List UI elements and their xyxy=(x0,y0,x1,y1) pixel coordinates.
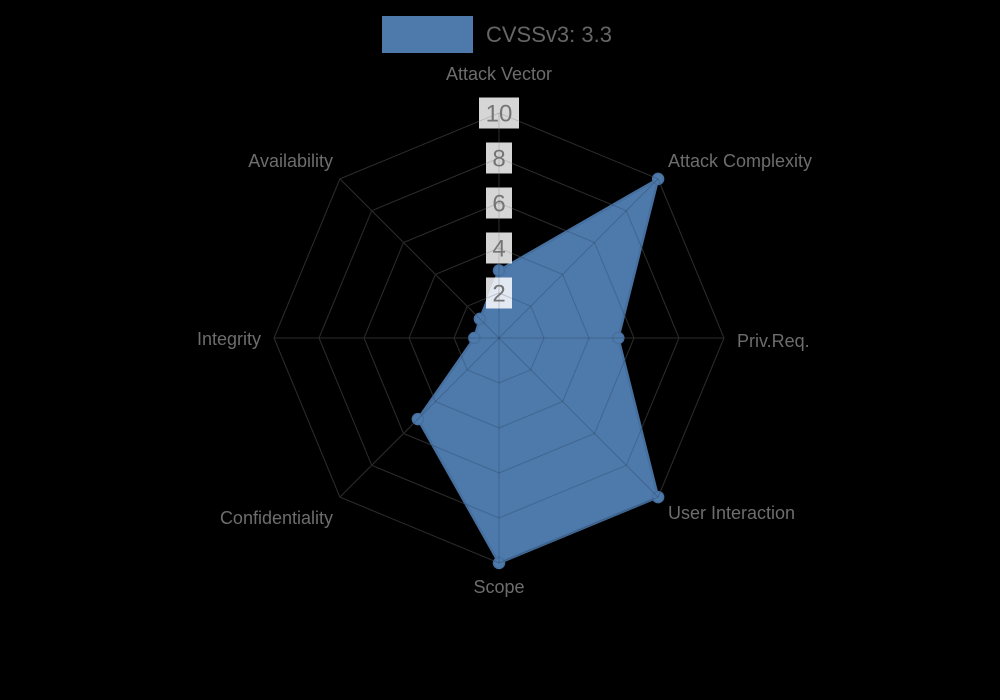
tick-label: 4 xyxy=(492,236,505,263)
series-point xyxy=(411,412,425,426)
axis-label-availability: Availability xyxy=(248,151,333,171)
grid-spoke xyxy=(339,178,500,339)
grid-ring-overlay xyxy=(273,112,725,564)
series-point xyxy=(468,331,481,345)
axis-label-user-interaction: User Interaction xyxy=(668,503,795,523)
grid-spoke-overlay xyxy=(498,178,659,339)
grid-spoke-overlay xyxy=(339,337,500,498)
grid-ring-overlay xyxy=(453,292,545,384)
tick-backdrop xyxy=(486,187,512,219)
series-point xyxy=(473,312,487,326)
tick-backdrop xyxy=(486,142,512,174)
tick-backdrop xyxy=(479,97,519,129)
axis-label-attack-complexity: Attack Complexity xyxy=(668,151,812,171)
series-point xyxy=(651,172,665,186)
tick-backdrop xyxy=(486,277,512,309)
tick-label: 2 xyxy=(492,281,505,308)
chart-legend: CVSSv3: 3.3 xyxy=(382,16,612,53)
axis-label-attack-vector: Attack Vector xyxy=(446,64,552,84)
grid-spoke-overlay xyxy=(498,337,659,498)
tick-label: 8 xyxy=(492,146,505,173)
tick-label: 6 xyxy=(492,191,505,218)
tick-backdrop xyxy=(486,232,512,264)
grid-ring-overlay xyxy=(408,247,590,429)
grid-ring-overlay xyxy=(363,202,635,474)
series-polygon xyxy=(416,177,660,565)
grid-ring-overlay xyxy=(318,157,680,519)
axis-label-confidentiality: Confidentiality xyxy=(220,508,333,528)
series-point xyxy=(492,264,506,277)
axis-label-priv-req: Priv.Req. xyxy=(737,331,810,351)
grid-spoke-overlay xyxy=(339,178,500,339)
legend-label: CVSSv3: 3.3 xyxy=(486,22,612,47)
series-point xyxy=(492,556,506,570)
series-point xyxy=(651,490,665,504)
axis-label-scope: Scope xyxy=(473,577,524,597)
tick-label: 10 xyxy=(486,101,513,128)
series-point xyxy=(612,331,625,345)
legend-swatch xyxy=(382,16,473,53)
axis-label-integrity: Integrity xyxy=(197,329,261,349)
